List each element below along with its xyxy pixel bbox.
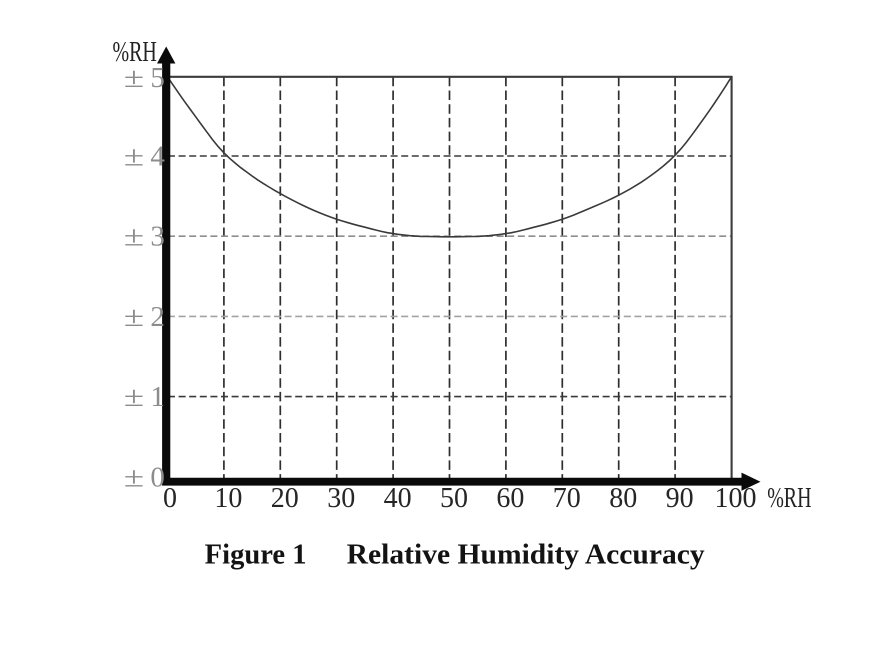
svg-text:±: ± [124, 301, 144, 333]
svg-text:90: 90 [666, 483, 694, 514]
svg-text:0: 0 [150, 462, 165, 494]
svg-text:±: ± [124, 62, 144, 94]
svg-text:±: ± [124, 221, 144, 253]
svg-text:3: 3 [150, 221, 165, 253]
svg-text:1: 1 [150, 381, 165, 413]
svg-text:%RH: %RH [767, 483, 811, 514]
svg-text:±: ± [124, 381, 144, 413]
svg-text:Relative Humidity Accuracy: Relative Humidity Accuracy [347, 539, 705, 570]
svg-text:40: 40 [384, 483, 412, 514]
svg-text:0: 0 [163, 483, 177, 514]
svg-text:20: 20 [271, 483, 299, 514]
svg-text:80: 80 [609, 483, 637, 514]
svg-text:100: 100 [715, 483, 757, 514]
svg-text:±: ± [124, 141, 144, 173]
svg-text:10: 10 [214, 483, 242, 514]
svg-text:60: 60 [496, 483, 524, 514]
svg-text:70: 70 [553, 483, 581, 514]
svg-text:4: 4 [150, 141, 165, 173]
svg-text:50: 50 [440, 483, 468, 514]
svg-text:5: 5 [150, 62, 165, 94]
svg-text:2: 2 [150, 301, 165, 333]
svg-text:30: 30 [327, 483, 355, 514]
svg-text:Figure 1: Figure 1 [205, 539, 307, 570]
svg-text:%RH: %RH [113, 37, 157, 68]
svg-text:±: ± [124, 462, 144, 494]
